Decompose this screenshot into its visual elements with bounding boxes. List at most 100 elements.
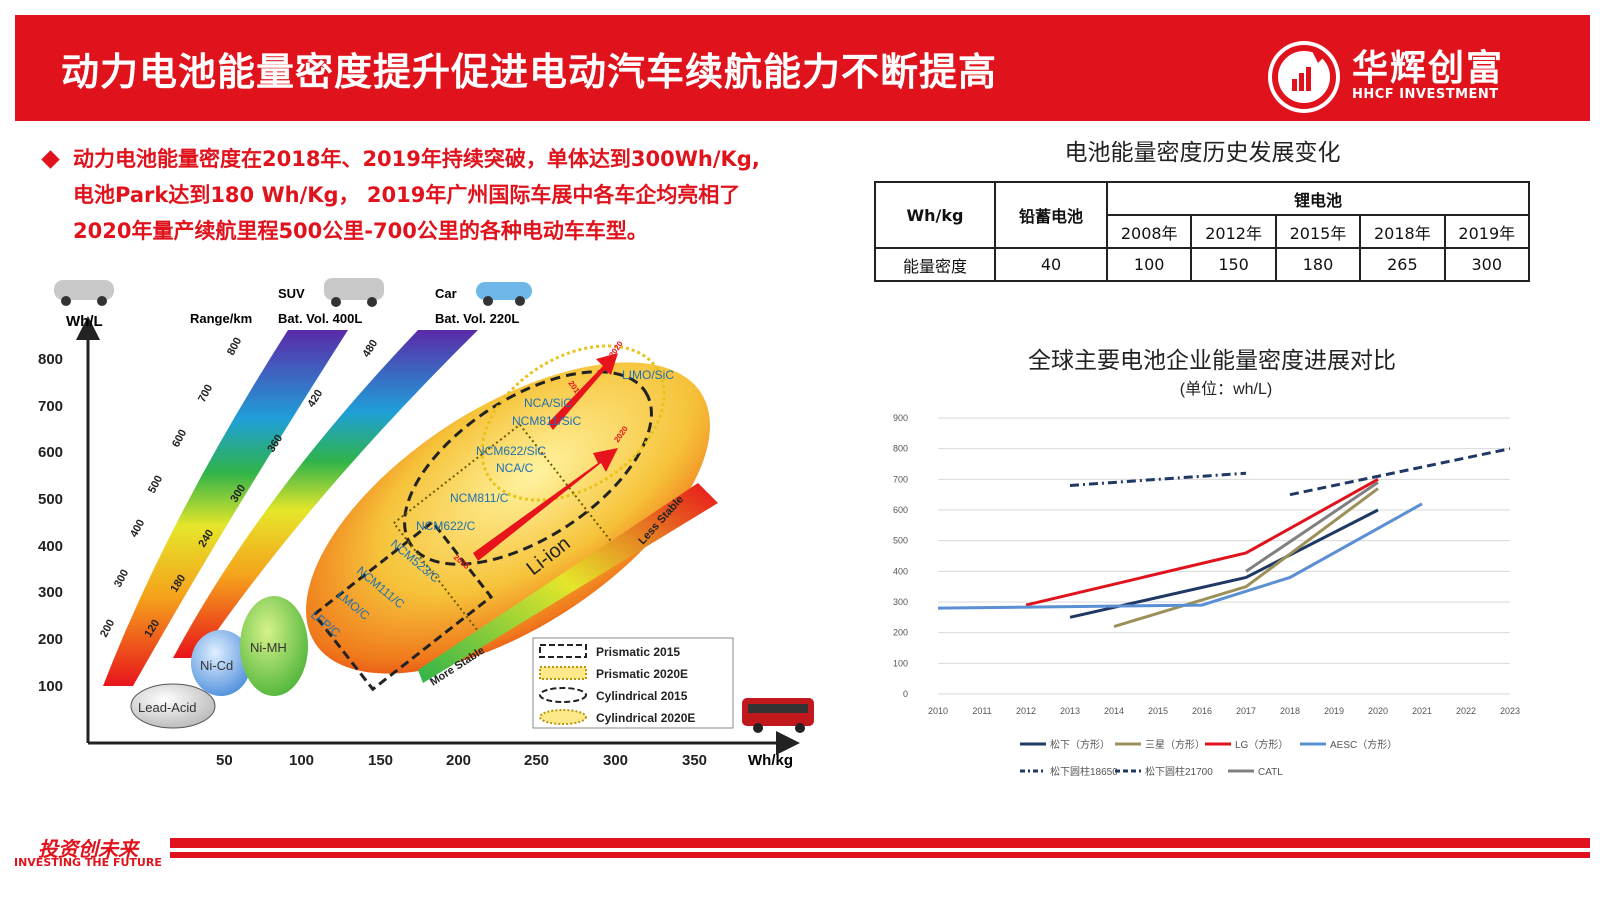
legend-label: 三星（方形） [1145, 738, 1205, 751]
ni-mh-label: Ni-MH [250, 640, 287, 655]
y-tick: 800 [38, 351, 63, 368]
prismatic-2015-outline [312, 519, 494, 692]
y-tick: 600 [893, 505, 908, 515]
series-line [1289, 447, 1511, 497]
table-year: 2012年 [1190, 214, 1277, 249]
legend-label: LG（方形） [1235, 738, 1288, 751]
series-line [1069, 508, 1379, 619]
table-year: 2019年 [1443, 214, 1531, 249]
y-tick: 100 [893, 658, 908, 668]
logo-text-cn: 华辉创富 [1352, 48, 1505, 89]
table-title: 电池能量密度历史发展变化 [1064, 140, 1341, 166]
footer-bar-thin [170, 852, 1590, 858]
range-label: Range/km [190, 311, 252, 326]
car-range-band [173, 330, 478, 658]
legend-label: 松下圆柱21700 [1145, 765, 1213, 778]
y-tick: 700 [893, 474, 908, 484]
x-tick: 2023 [1500, 706, 1520, 716]
y-tick: 300 [38, 584, 63, 601]
series-line [937, 502, 1423, 610]
band-tick: 300 [112, 568, 131, 590]
band-tick: 600 [170, 428, 189, 450]
ni-cd-region [191, 630, 251, 696]
footer-slogan-en: INVESTING THE FUTURE [14, 856, 162, 869]
legend-swatch [539, 687, 587, 703]
table-cell: 265 [1359, 247, 1446, 282]
table-header-lithium: 锂电池 [1106, 181, 1530, 216]
y-tick: 800 [893, 444, 908, 454]
energy-density-line-chart: 全球主要电池企业能量密度进展对比 (单位：wh/L) 0 100 200 300 400… [860, 330, 1560, 800]
y-tick: 300 [893, 597, 908, 607]
arrow-year: 2020 [607, 339, 625, 359]
chart-series [937, 447, 1511, 628]
car-icon [476, 282, 532, 306]
bus-icon [742, 698, 814, 733]
brand-logo: 华辉创富 HHCF INVESTMENT [1268, 37, 1528, 117]
x-tick: 2020 [1368, 706, 1388, 716]
y-unit: Wh/L [66, 313, 103, 330]
x-tick: 2015 [1148, 706, 1168, 716]
x-unit: Wh/kg [748, 752, 793, 769]
y-tick: 400 [893, 566, 908, 576]
band-tick: 800 [225, 336, 244, 358]
table-year: 2008年 [1105, 214, 1193, 249]
summary-text-1: 动力电池能量密度在2018年、2019年持续突破，单体达到300Wh/Kg, [73, 147, 760, 171]
band-tick: 500 [146, 474, 165, 496]
series-line [1025, 478, 1379, 607]
band-tick: 400 [128, 518, 147, 540]
page-title: 动力电池能量密度提升促进电动汽车续航能力不断提高 [61, 50, 998, 94]
x-tick-labels: 2010 2011 2012 2013 2014 2015 2016 2017 2018 2019… [928, 706, 1520, 716]
cylindrical-2020-outline [480, 344, 666, 502]
y-tick: 0 [903, 689, 908, 699]
table-row-label: 能量密度 [874, 247, 996, 282]
summary-line-3: 2020年量产续航里程500公里-700公里的各种电动车车型。 [73, 219, 648, 243]
legend-label: 松下圆柱18650 [1050, 765, 1118, 778]
table-cell: 40 [994, 247, 1108, 282]
table-cell: 300 [1443, 247, 1531, 282]
summary-text: 动力电池能量密度在2018年、2019年持续突破，单体达到300Wh/Kg, 电… [40, 141, 860, 249]
stability-gradient-bar [418, 483, 718, 683]
legend-label: Prismatic 2020E [596, 667, 688, 681]
table-year: 2015年 [1274, 214, 1362, 249]
x-tick-labels: 50 100 150 200 250 300 350 [216, 752, 707, 769]
table-header-unit: Wh/kg [874, 181, 996, 249]
band-tick: 480 [360, 338, 380, 360]
band-tick: 200 [98, 618, 117, 640]
chart-legend: 松下（方形） 三星（方形） LG（方形） AESC（方形） 松下圆柱18650 松下圆柱2… [1020, 738, 1397, 778]
chart-subtitle: (单位：wh/L) [1180, 380, 1272, 398]
cell-label: NCA/C [496, 461, 534, 475]
prismatic-progress-arrow [473, 448, 618, 561]
x-tick: 100 [289, 752, 314, 769]
small-car-icon [54, 280, 114, 306]
cylindrical-progress-arrow [548, 353, 618, 430]
legend-label: CATL [1258, 767, 1283, 778]
x-tick: 2013 [1060, 706, 1080, 716]
chart-gridlines [938, 417, 1510, 695]
legend-labels: Prismatic 2015 Prismatic 2020E Cylindric… [596, 645, 695, 725]
x-tick: 50 [216, 752, 233, 769]
cell-label: NCM811/C [450, 491, 509, 505]
legend-label: Cylindrical 2015 [596, 689, 688, 703]
legend-label: Prismatic 2015 [596, 645, 680, 659]
x-tick: 350 [682, 752, 707, 769]
x-tick: 2019 [1324, 706, 1344, 716]
table-cell: 180 [1274, 247, 1362, 282]
table-header-lead: 铅蓄电池 [994, 181, 1108, 249]
cell-label: NCA/SiC [524, 396, 572, 410]
legend-swatch [539, 666, 587, 680]
legend-swatch [539, 709, 587, 725]
footer-bar [170, 838, 1590, 848]
chart-title: 全球主要电池企业能量密度进展对比 [1028, 347, 1396, 373]
cell-label: NCM622/SiC [476, 444, 546, 458]
x-tick: 2018 [1280, 706, 1300, 716]
logo-text-en: HHCF INVESTMENT [1352, 87, 1499, 102]
summary-line-2: 电池Park达到180 Wh/Kg， 2019年广州国际车展中各车企均亮相了 [73, 183, 741, 207]
lead-acid-region [130, 683, 216, 729]
car-volume: Bat. Vol. 220L [435, 311, 519, 326]
y-tick: 200 [38, 631, 63, 648]
suv-volume: Bat. Vol. 400L [278, 311, 362, 326]
x-tick: 2011 [972, 706, 991, 716]
cell-label: NCM622/C [416, 519, 476, 533]
x-tick: 2022 [1456, 706, 1476, 716]
x-tick: 2021 [1412, 706, 1432, 716]
